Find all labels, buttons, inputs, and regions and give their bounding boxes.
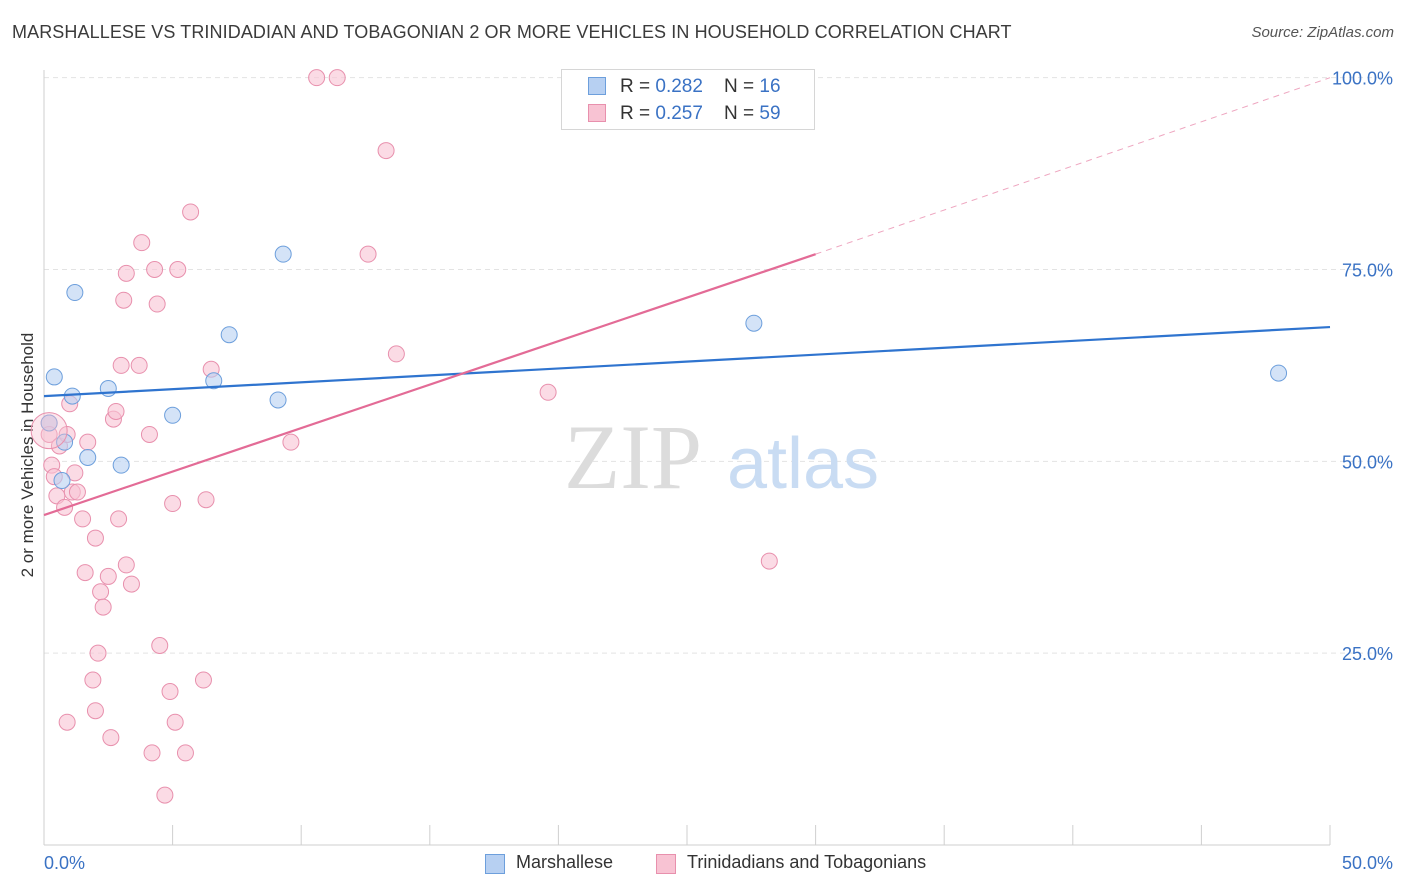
point-trinidadian [92,583,110,601]
point-trinidadian [140,425,158,443]
point-marshallese [53,472,71,490]
point-trinidadian [99,567,117,585]
point-marshallese [112,456,130,474]
point-marshallese [63,387,81,405]
axes [43,70,1331,846]
point-marshallese [66,284,84,302]
legend-n-value: 59 [759,103,781,124]
y-tick-label: 25.0% [1342,644,1393,664]
point-trinidadian [86,702,104,720]
point-trinidadian [117,264,135,282]
watermark-atlas: atlas [727,424,879,504]
trend-lines [43,77,1331,517]
point-trinidadian [115,291,133,309]
point-marshallese [164,406,182,424]
source-note: Source: ZipAtlas.com [1251,24,1394,41]
stats-legend: R = 0.282 N = 16 R = 0.257 N = 59 [561,69,815,130]
legend-r-label: R = [620,103,656,124]
point-trinidadian [66,464,84,482]
point-marshallese [220,326,238,344]
point-trinidadian [194,671,212,689]
point-trinidadian [117,556,135,574]
point-trinidadian [164,495,182,513]
trendline-trinidadian [43,253,816,517]
point-marshallese [745,314,763,332]
point-trinidadian [84,671,102,689]
point-trinidadian [182,203,200,221]
data-points [30,69,1288,804]
point-marshallese [45,368,63,386]
y-tick-label: 75.0% [1342,261,1393,281]
legend-n-label: N = [724,76,760,97]
point-marshallese [269,391,287,409]
point-trinidadian [151,636,169,654]
bottom-legend-label: Trinidadians and Tobagonians [687,852,927,872]
bottom-legend-label: Marshallese [516,852,614,872]
tick-labels: 25.0% 50.0% 75.0% 100.0% 0.0% 50.0% [44,69,1393,873]
bottom-legend-swatch-blue [485,854,505,874]
watermark-zip: ZIP [564,406,702,508]
legend-n-value: 16 [759,76,781,97]
point-trinidadian [146,261,164,279]
point-marshallese [40,414,58,432]
trendline-marshallese [43,325,1331,398]
point-trinidadian [68,483,86,501]
point-trinidadian [539,383,557,401]
point-trinidadian [359,245,377,263]
y-tick-label: 100.0% [1332,69,1393,89]
chart-title: MARSHALLESE VS TRINIDADIAN AND TOBAGONIA… [12,22,1012,42]
point-trinidadian [166,713,184,731]
point-marshallese [1270,364,1288,382]
point-trinidadian [148,295,166,313]
legend-n-label: N = [724,103,760,124]
point-trinidadian [308,69,326,87]
point-marshallese [274,245,292,263]
point-trinidadian [197,491,215,509]
point-trinidadian [110,510,128,528]
point-marshallese [205,372,223,390]
trendline-extension-trinidadian [815,77,1331,255]
legend-swatch-pink [588,104,606,122]
legend-r-value: 0.282 [655,76,703,97]
zipatlas-watermark: ZIP atlas [564,406,879,508]
point-trinidadian [760,552,778,570]
legend-swatch-blue [588,77,606,95]
point-trinidadian [122,575,140,593]
point-trinidadian [377,142,395,160]
point-trinidadian [133,234,151,252]
x-tick-label: 50.0% [1342,853,1393,873]
legend-r-value: 0.257 [655,103,703,124]
point-marshallese [79,449,97,466]
point-trinidadian [79,433,97,451]
point-marshallese [56,433,74,451]
point-trinidadian [328,69,346,87]
point-trinidadian [76,564,94,582]
point-trinidadian [112,356,130,374]
point-trinidadian [143,744,161,762]
point-trinidadian [74,510,92,528]
point-trinidadian [176,744,194,762]
grid-lines [44,77,1392,654]
point-trinidadian [89,644,107,662]
point-trinidadian [161,683,179,701]
x-tick-label: 0.0% [44,853,85,873]
point-trinidadian [58,713,76,731]
point-trinidadian [282,433,300,451]
y-tick-label: 50.0% [1342,452,1393,472]
point-trinidadian [102,729,120,747]
point-trinidadian [387,345,405,363]
point-trinidadian [130,356,148,374]
point-trinidadian [94,598,112,616]
bottom-legend-swatch-pink [656,854,676,874]
point-trinidadian [156,786,174,804]
legend-r-label: R = [620,76,656,97]
point-trinidadian [169,261,187,279]
point-cluster-trinidadian [30,412,68,450]
point-trinidadian [107,402,125,420]
point-trinidadian [86,529,104,547]
